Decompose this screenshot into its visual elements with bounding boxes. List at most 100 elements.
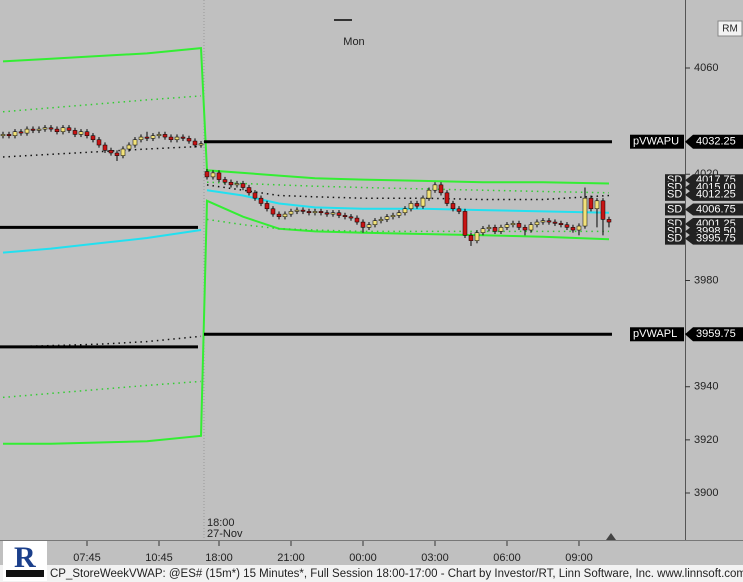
sd-value: 4006.75 [696,203,736,215]
candle-body [258,197,264,204]
candle-body [0,134,6,136]
x-tick-label: 10:45 [145,552,173,564]
marker [606,533,616,540]
candle-body [30,128,36,131]
sd-label-box [665,203,685,216]
candle-body [264,203,270,210]
candle-body [216,172,222,180]
candle-body [66,127,72,131]
candle-body [468,235,474,241]
candle-body [84,131,90,136]
candle-body [90,135,96,140]
sd-value-box [685,188,743,201]
candle-body [522,227,528,231]
candle-body [336,212,342,216]
candle-body [552,221,558,224]
candle-body [396,212,402,216]
band-line [2,229,202,254]
sd-value: 4012.25 [696,189,736,201]
candle-body [228,181,234,186]
candle-body [402,208,408,214]
candle-body [60,127,66,132]
candle-body [240,183,246,188]
candle-body [534,221,540,225]
y-tick-label: 3980 [694,274,718,286]
band-line [2,47,610,185]
candle-body [6,134,12,136]
candle-body [498,227,504,232]
candle-body [162,134,168,138]
candle-body [42,127,48,130]
candle-body [144,136,150,139]
candle-body [486,227,492,229]
candle-body [132,139,138,146]
level-value: 4032.25 [696,136,736,148]
y-tick-label: 4060 [694,62,718,74]
candle-body [438,184,444,194]
annotation: 27-Nov [207,528,243,540]
candle-body [156,134,162,136]
status-text: CP_StoreWeekVWAP: @ES# (15m*) 15 Minutes… [50,568,743,580]
level-label-box [630,134,684,149]
candle-body [78,131,84,135]
annotation: 18:00 [207,517,235,529]
candle-body [12,131,18,136]
candle-body [492,227,498,232]
candle-body [600,200,606,220]
sd-value-box [685,203,743,216]
candle-body [330,212,336,215]
x-tick-label: 21:00 [277,552,305,564]
logo-bar [6,570,44,577]
candle-body [570,227,576,231]
sd-value: 3995.75 [696,233,736,245]
candle-body [354,217,360,223]
candle-body [408,203,414,210]
x-tick-label: 18:00 [205,552,233,564]
candle-body [294,209,300,212]
sd-label-box [665,188,685,201]
candle-body [576,225,582,231]
candle-body [150,135,156,139]
candle-body [360,221,366,228]
candle-body [288,211,294,215]
candle-body [282,213,288,217]
sd-label-box [665,232,685,245]
candle-body [186,138,192,142]
candle-body [24,128,30,134]
sd-label: SD [667,189,682,201]
candle-body [414,203,420,207]
x-tick-label: 06:00 [493,552,521,564]
candle-body [174,136,180,140]
candle-body [564,224,570,228]
band-line [3,199,610,445]
candle-body [276,213,282,217]
y-tick-label: 3900 [694,487,718,499]
candle-body [378,219,384,221]
candle-body [126,144,132,150]
level-value-box [685,134,743,149]
corner-box [717,20,743,37]
candle-body [384,216,390,220]
candle-body [18,131,24,134]
candle-body [204,171,210,178]
candle-body [36,128,42,131]
candle-body [588,197,594,210]
sd-value-box [685,232,743,245]
candle-body [210,172,216,178]
sd-label: SD [667,203,682,215]
candle-body [300,209,306,212]
candle-body [594,200,600,210]
candle-body [270,208,276,215]
candle-body [318,211,324,214]
x-tick-label: 09:00 [565,552,593,564]
candle-body [102,144,108,151]
candle-body [444,192,450,204]
candle-body [192,140,198,146]
level-label: pVWAPU [633,136,679,148]
candle-body [606,219,612,223]
candle-body [558,223,564,225]
candle-body [582,197,588,227]
candle-body [342,215,348,217]
candle-body [348,216,354,219]
